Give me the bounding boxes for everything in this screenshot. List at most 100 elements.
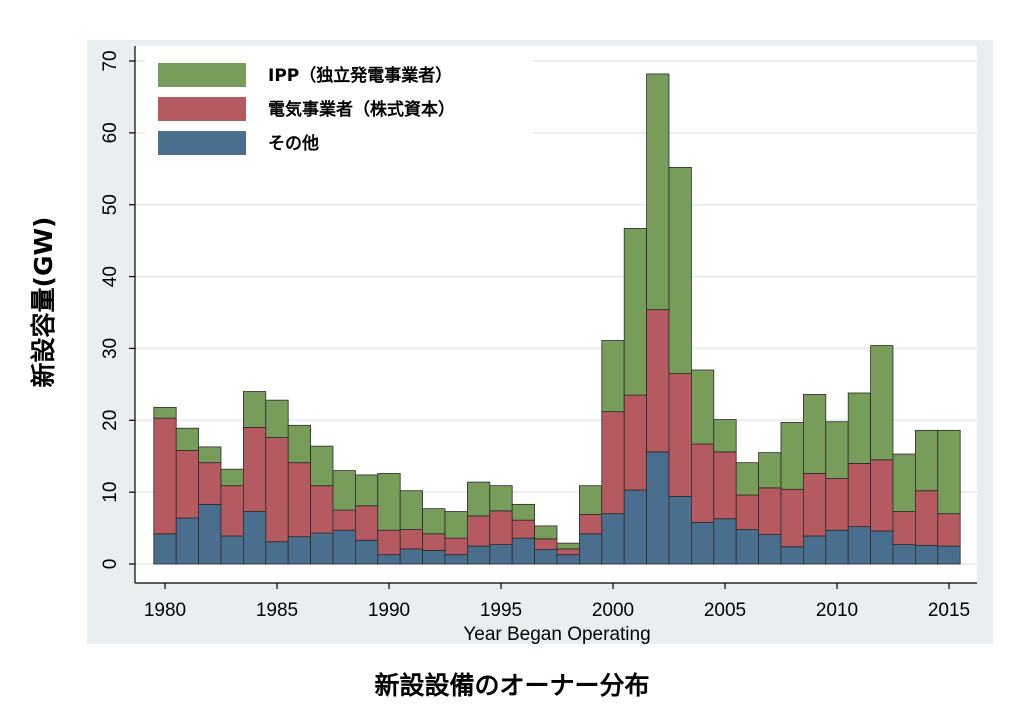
bar-segment xyxy=(377,473,401,531)
bar-segment xyxy=(601,340,625,413)
y-ticks: 0 10 20 30 40 50 60 70 xyxy=(100,50,135,569)
bar-segment xyxy=(489,544,513,565)
bar-segment xyxy=(444,554,468,565)
bar-segment xyxy=(422,549,446,565)
bar-segment xyxy=(153,406,177,419)
legend: IPP（独立発電事業者） 電気事業者（株式資本） その他 xyxy=(145,54,533,168)
bar-segment xyxy=(175,450,199,519)
bar-segment xyxy=(915,544,939,565)
legend-label: その他 xyxy=(268,133,319,154)
bar-segment xyxy=(847,526,872,565)
bar-segment xyxy=(892,544,916,565)
bar-segment xyxy=(937,545,961,565)
bar-segment xyxy=(758,534,782,565)
bar-segment xyxy=(242,511,267,565)
bar-segment xyxy=(399,490,424,530)
bar-segment xyxy=(601,411,625,515)
bar-segment xyxy=(354,505,379,541)
bar-segment xyxy=(870,345,894,461)
bar-segment xyxy=(735,494,760,530)
legend-swatch xyxy=(158,97,246,121)
bar-segment xyxy=(735,529,760,565)
bar-segment xyxy=(198,462,222,505)
bar-segment xyxy=(668,496,692,565)
bar-segment xyxy=(242,427,267,512)
bar-segment xyxy=(803,394,827,474)
bar-segment xyxy=(220,485,244,537)
bar-segment xyxy=(623,394,648,491)
bar-segment xyxy=(265,399,289,438)
x-ticks: 1980 1985 1990 1995 2000 2005 2010 2015 xyxy=(144,583,970,621)
bar-segment xyxy=(713,518,737,565)
y-tick-label: 0 xyxy=(100,559,121,570)
bar-segment xyxy=(892,511,916,545)
bar-segment xyxy=(175,427,199,451)
bar-segment xyxy=(646,309,670,453)
x-axis-label: Year Began Operating xyxy=(463,624,650,645)
bar-segment xyxy=(354,474,379,507)
bar-segment xyxy=(399,529,424,550)
bar-segment xyxy=(332,509,356,531)
bar-segment xyxy=(466,545,491,565)
bar-segment xyxy=(242,391,267,428)
bar-segment xyxy=(847,392,872,464)
bar-segment xyxy=(332,470,356,511)
bar-segment xyxy=(220,535,244,565)
bar-segment xyxy=(466,515,491,547)
bar-segment xyxy=(735,462,760,496)
bar-segment xyxy=(646,73,670,311)
bar-segment xyxy=(534,538,558,551)
bar-segment xyxy=(713,419,737,453)
y-tick-label: 70 xyxy=(100,50,121,71)
bar-segment xyxy=(153,417,177,535)
bar-segment xyxy=(444,511,468,539)
chart-caption: 新設設備のオーナー分布 xyxy=(374,671,649,700)
bar-segment xyxy=(153,533,177,565)
bar-segment xyxy=(310,485,334,534)
y-tick-label: 30 xyxy=(100,338,121,359)
bar-segment xyxy=(198,503,222,565)
bar-segment xyxy=(780,422,804,490)
x-tick-label: 2000 xyxy=(592,600,634,621)
legend-swatch xyxy=(158,63,246,87)
bar-segment xyxy=(691,443,715,523)
x-tick-label: 2015 xyxy=(928,600,970,621)
y-tick-label: 10 xyxy=(100,482,121,503)
bar-segment xyxy=(422,508,446,535)
bar-segment xyxy=(937,429,961,515)
bar-segment xyxy=(220,468,244,487)
bar-segment xyxy=(310,532,334,565)
bar-segment xyxy=(847,462,872,528)
bars xyxy=(153,73,961,565)
x-tick-label: 1980 xyxy=(144,600,186,621)
bar-segment xyxy=(332,529,356,565)
bar-segment xyxy=(265,437,289,543)
y-axis-label: 新設容量(GW) xyxy=(29,217,58,388)
bar-segment xyxy=(780,488,804,548)
bar-segment xyxy=(511,503,536,521)
bar-segment xyxy=(556,554,580,565)
x-tick-label: 1995 xyxy=(480,600,522,621)
bar-segment xyxy=(534,549,558,565)
bar-segment xyxy=(601,513,625,565)
bar-segment xyxy=(803,535,827,565)
bar-segment xyxy=(579,533,603,565)
y-tick-label: 20 xyxy=(100,410,121,431)
bar-segment xyxy=(579,485,603,515)
bar-segment xyxy=(758,452,782,489)
bar-segment xyxy=(870,530,894,565)
legend-label: 電気事業者（株式資本） xyxy=(268,99,455,120)
bar-segment xyxy=(623,489,648,565)
bar-segment xyxy=(691,521,715,565)
bar-segment xyxy=(758,487,782,535)
legend-label: IPP（独立発電事業者） xyxy=(268,65,452,86)
x-tick-label: 1990 xyxy=(368,600,410,621)
bar-segment xyxy=(466,481,491,517)
bar-segment xyxy=(198,446,222,464)
bar-segment xyxy=(780,546,804,565)
bar-segment xyxy=(511,519,536,539)
bar-segment xyxy=(892,453,916,512)
bar-segment xyxy=(937,513,961,547)
bar-segment xyxy=(915,490,939,546)
